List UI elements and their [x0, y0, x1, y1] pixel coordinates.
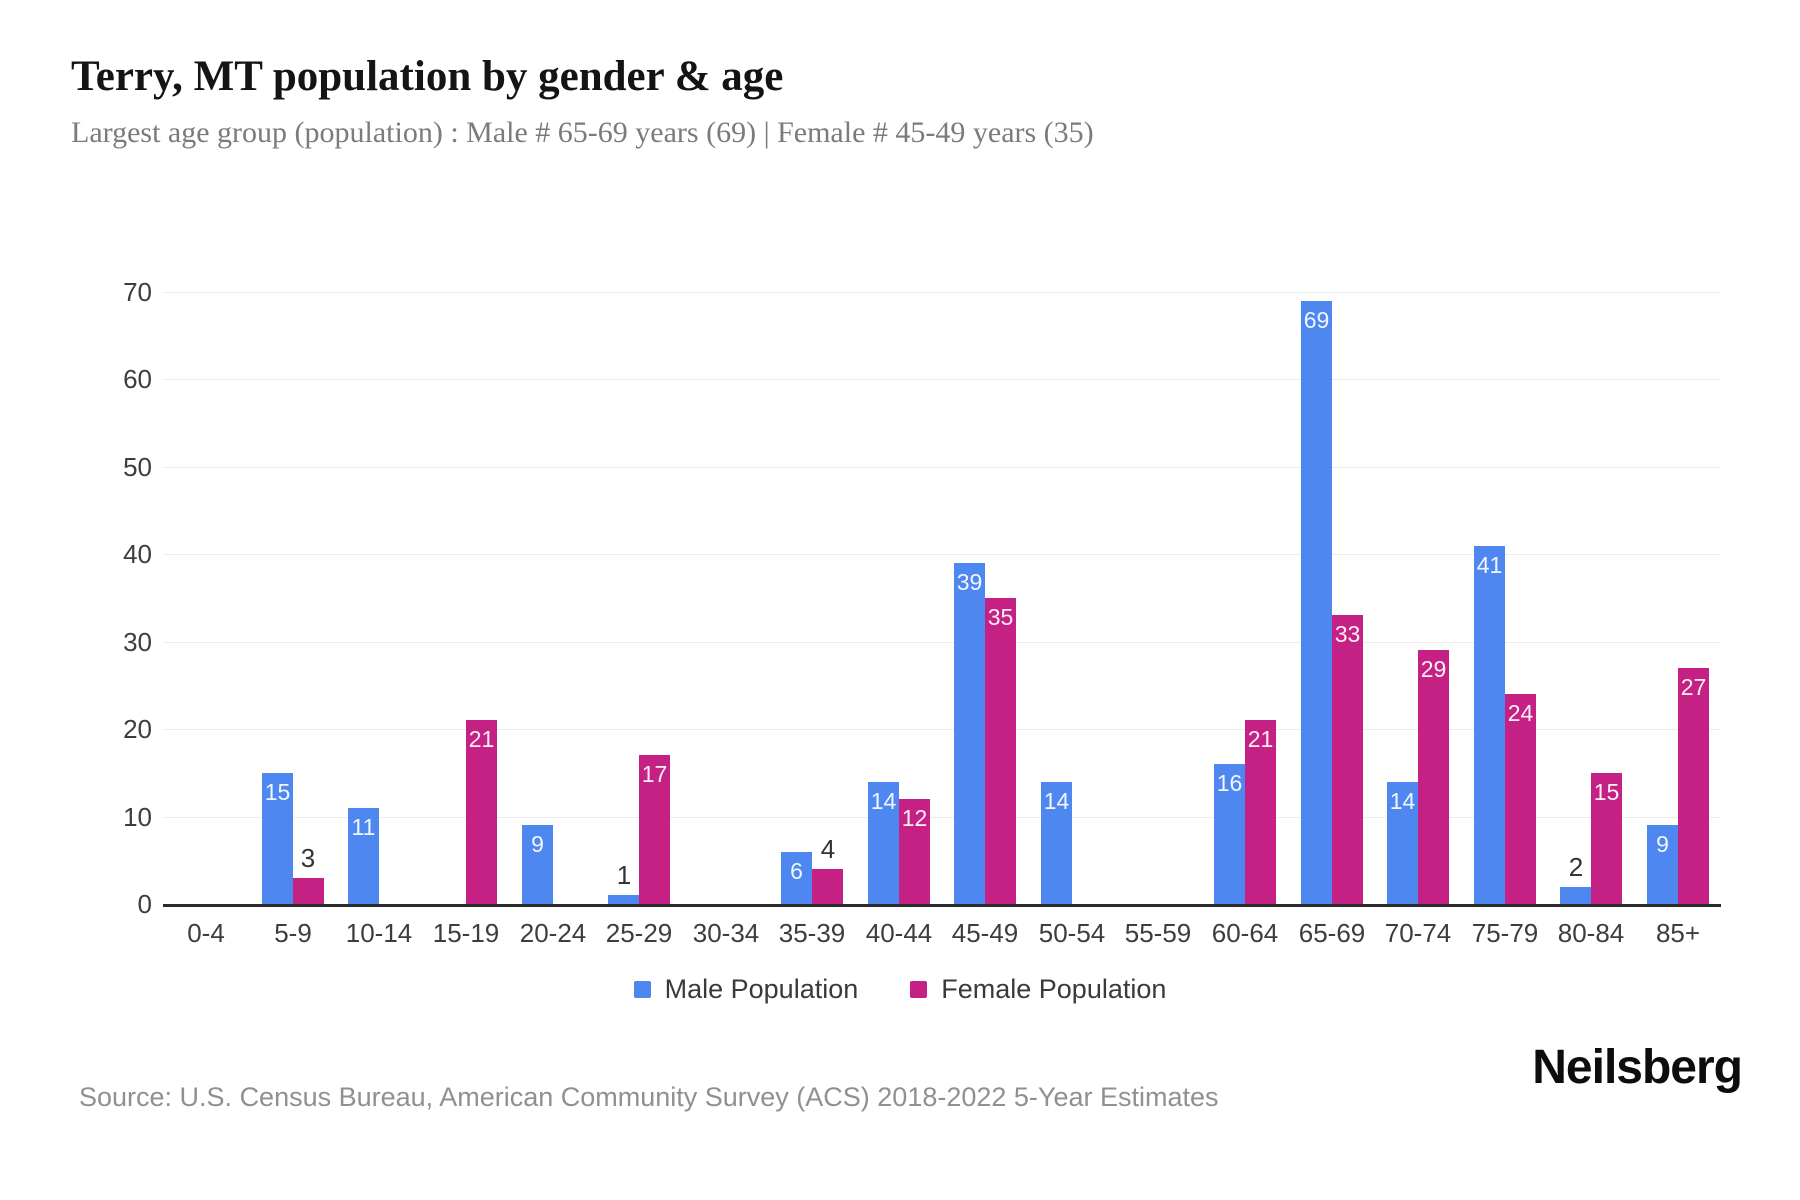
- bar-value-label: 41: [1476, 552, 1503, 578]
- bar-value-label: 29: [1420, 656, 1447, 682]
- bar-value-label: 15: [264, 779, 291, 805]
- y-axis-tick-label: 20: [123, 714, 152, 744]
- y-axis-tick-label: 30: [123, 627, 152, 657]
- bar-value-label: 14: [1389, 788, 1416, 814]
- y-axis-tick-label: 40: [123, 539, 152, 569]
- x-axis-label-80-84: 80-84: [1557, 918, 1625, 948]
- x-axis-label-50-54: 50-54: [1038, 918, 1106, 948]
- bar-female-85+[interactable]: [1678, 668, 1709, 904]
- bar-male-75-79[interactable]: [1474, 546, 1505, 904]
- legend-label-male: Male Population: [664, 974, 859, 1004]
- x-axis-line: [163, 904, 1721, 907]
- x-axis-label-55-59: 55-59: [1124, 918, 1192, 948]
- legend-item-male[interactable]: Male Population: [633, 974, 859, 1005]
- gridline: [163, 467, 1721, 468]
- bar-value-label: 21: [468, 726, 495, 752]
- bar-male-60-64[interactable]: [1214, 764, 1245, 904]
- x-axis-label-60-64: 60-64: [1211, 918, 1279, 948]
- bar-value-label: 9: [1656, 831, 1669, 857]
- source-note: Source: U.S. Census Bureau, American Com…: [79, 1082, 1219, 1112]
- bar-value-label: 6: [790, 858, 803, 884]
- bar-female-70-74[interactable]: [1418, 650, 1449, 904]
- female-series-swatch-icon: [910, 981, 928, 998]
- y-axis-tick-label: 50: [123, 452, 152, 482]
- x-axis-label-75-79: 75-79: [1471, 918, 1539, 948]
- x-axis-label-10-14: 10-14: [345, 918, 413, 948]
- bar-female-40-44[interactable]: [899, 799, 930, 904]
- bar-female-25-29[interactable]: [639, 755, 670, 904]
- bar-value-label: 11: [351, 814, 376, 840]
- gridline: [163, 642, 1721, 643]
- bar-female-15-19[interactable]: [466, 720, 497, 904]
- bar-value-label: 12: [901, 805, 928, 831]
- gridline: [163, 292, 1721, 293]
- bar-male-5-9[interactable]: [262, 773, 293, 904]
- y-axis-tick-label: 0: [137, 889, 152, 919]
- bar-value-label: 9: [531, 831, 544, 857]
- bar-value-label: 2: [1568, 852, 1584, 882]
- bar-value-label: 3: [300, 843, 316, 873]
- bar-male-85+[interactable]: [1647, 825, 1678, 904]
- x-axis-label-35-39: 35-39: [778, 918, 846, 948]
- x-axis-label-30-34: 30-34: [692, 918, 760, 948]
- bar-value-label: 33: [1334, 621, 1361, 647]
- bar-value-label: 16: [1216, 770, 1243, 796]
- bar-female-35-39[interactable]: [812, 869, 843, 904]
- chart-title: Terry, MT population by gender & age: [71, 53, 784, 100]
- x-axis-label-70-74: 70-74: [1384, 918, 1452, 948]
- bar-value-label: 24: [1507, 700, 1534, 726]
- bar-value-label: 1: [616, 860, 632, 890]
- bar-female-60-64[interactable]: [1245, 720, 1276, 904]
- legend-label-female: Female Population: [941, 974, 1167, 1004]
- bar-female-5-9[interactable]: [293, 878, 324, 904]
- bar-value-label: 4: [820, 834, 836, 864]
- brand-logo: Neilsberg: [1532, 1041, 1743, 1094]
- x-axis-label-45-49: 45-49: [951, 918, 1019, 948]
- bar-female-65-69[interactable]: [1332, 615, 1363, 904]
- bar-male-70-74[interactable]: [1387, 782, 1418, 904]
- x-axis-label-0-4: 0-4: [187, 918, 225, 948]
- bar-value-label: 17: [641, 761, 668, 787]
- bar-value-label: 14: [1043, 788, 1070, 814]
- bar-value-label: 27: [1680, 674, 1707, 700]
- bar-male-25-29[interactable]: [608, 895, 639, 904]
- bar-female-75-79[interactable]: [1505, 694, 1536, 904]
- bar-male-40-44[interactable]: [868, 782, 899, 904]
- chart-subtitle: Largest age group (population) : Male # …: [71, 116, 1094, 149]
- x-axis-label-15-19: 15-19: [432, 918, 500, 948]
- x-axis-label-85+: 85+: [1655, 918, 1701, 948]
- bar-value-label: 14: [870, 788, 897, 814]
- bar-female-45-49[interactable]: [985, 598, 1016, 904]
- bar-value-label: 69: [1303, 307, 1330, 333]
- bar-value-label: 15: [1593, 779, 1620, 805]
- bar-male-35-39[interactable]: [781, 852, 812, 904]
- y-axis-tick-label: 70: [123, 277, 152, 307]
- gridline: [163, 554, 1721, 555]
- x-axis-label-5-9: 5-9: [274, 918, 312, 948]
- legend-item-female[interactable]: Female Population: [910, 974, 1166, 1005]
- bar-male-65-69[interactable]: [1301, 301, 1332, 904]
- bar-male-50-54[interactable]: [1041, 782, 1072, 904]
- chart-legend: Male Population Female Population: [0, 974, 1800, 1005]
- bar-male-80-84[interactable]: [1560, 887, 1591, 904]
- male-series-swatch-icon: [633, 981, 651, 998]
- bar-value-label: 21: [1247, 726, 1274, 752]
- y-axis-tick-label: 10: [123, 802, 152, 832]
- gridline: [163, 729, 1721, 730]
- x-axis-label-65-69: 65-69: [1298, 918, 1366, 948]
- bar-value-label: 39: [956, 569, 983, 595]
- x-axis-label-20-24: 20-24: [519, 918, 587, 948]
- bar-male-10-14[interactable]: [348, 808, 379, 904]
- bar-female-80-84[interactable]: [1591, 773, 1622, 904]
- x-axis-label-25-29: 25-29: [605, 918, 673, 948]
- bar-male-45-49[interactable]: [954, 563, 985, 904]
- gridline: [163, 379, 1721, 380]
- bar-value-label: 35: [987, 604, 1014, 630]
- y-axis-tick-label: 60: [123, 364, 152, 394]
- gridline: [163, 817, 1721, 818]
- bar-male-20-24[interactable]: [522, 825, 553, 904]
- x-axis-label-40-44: 40-44: [865, 918, 933, 948]
